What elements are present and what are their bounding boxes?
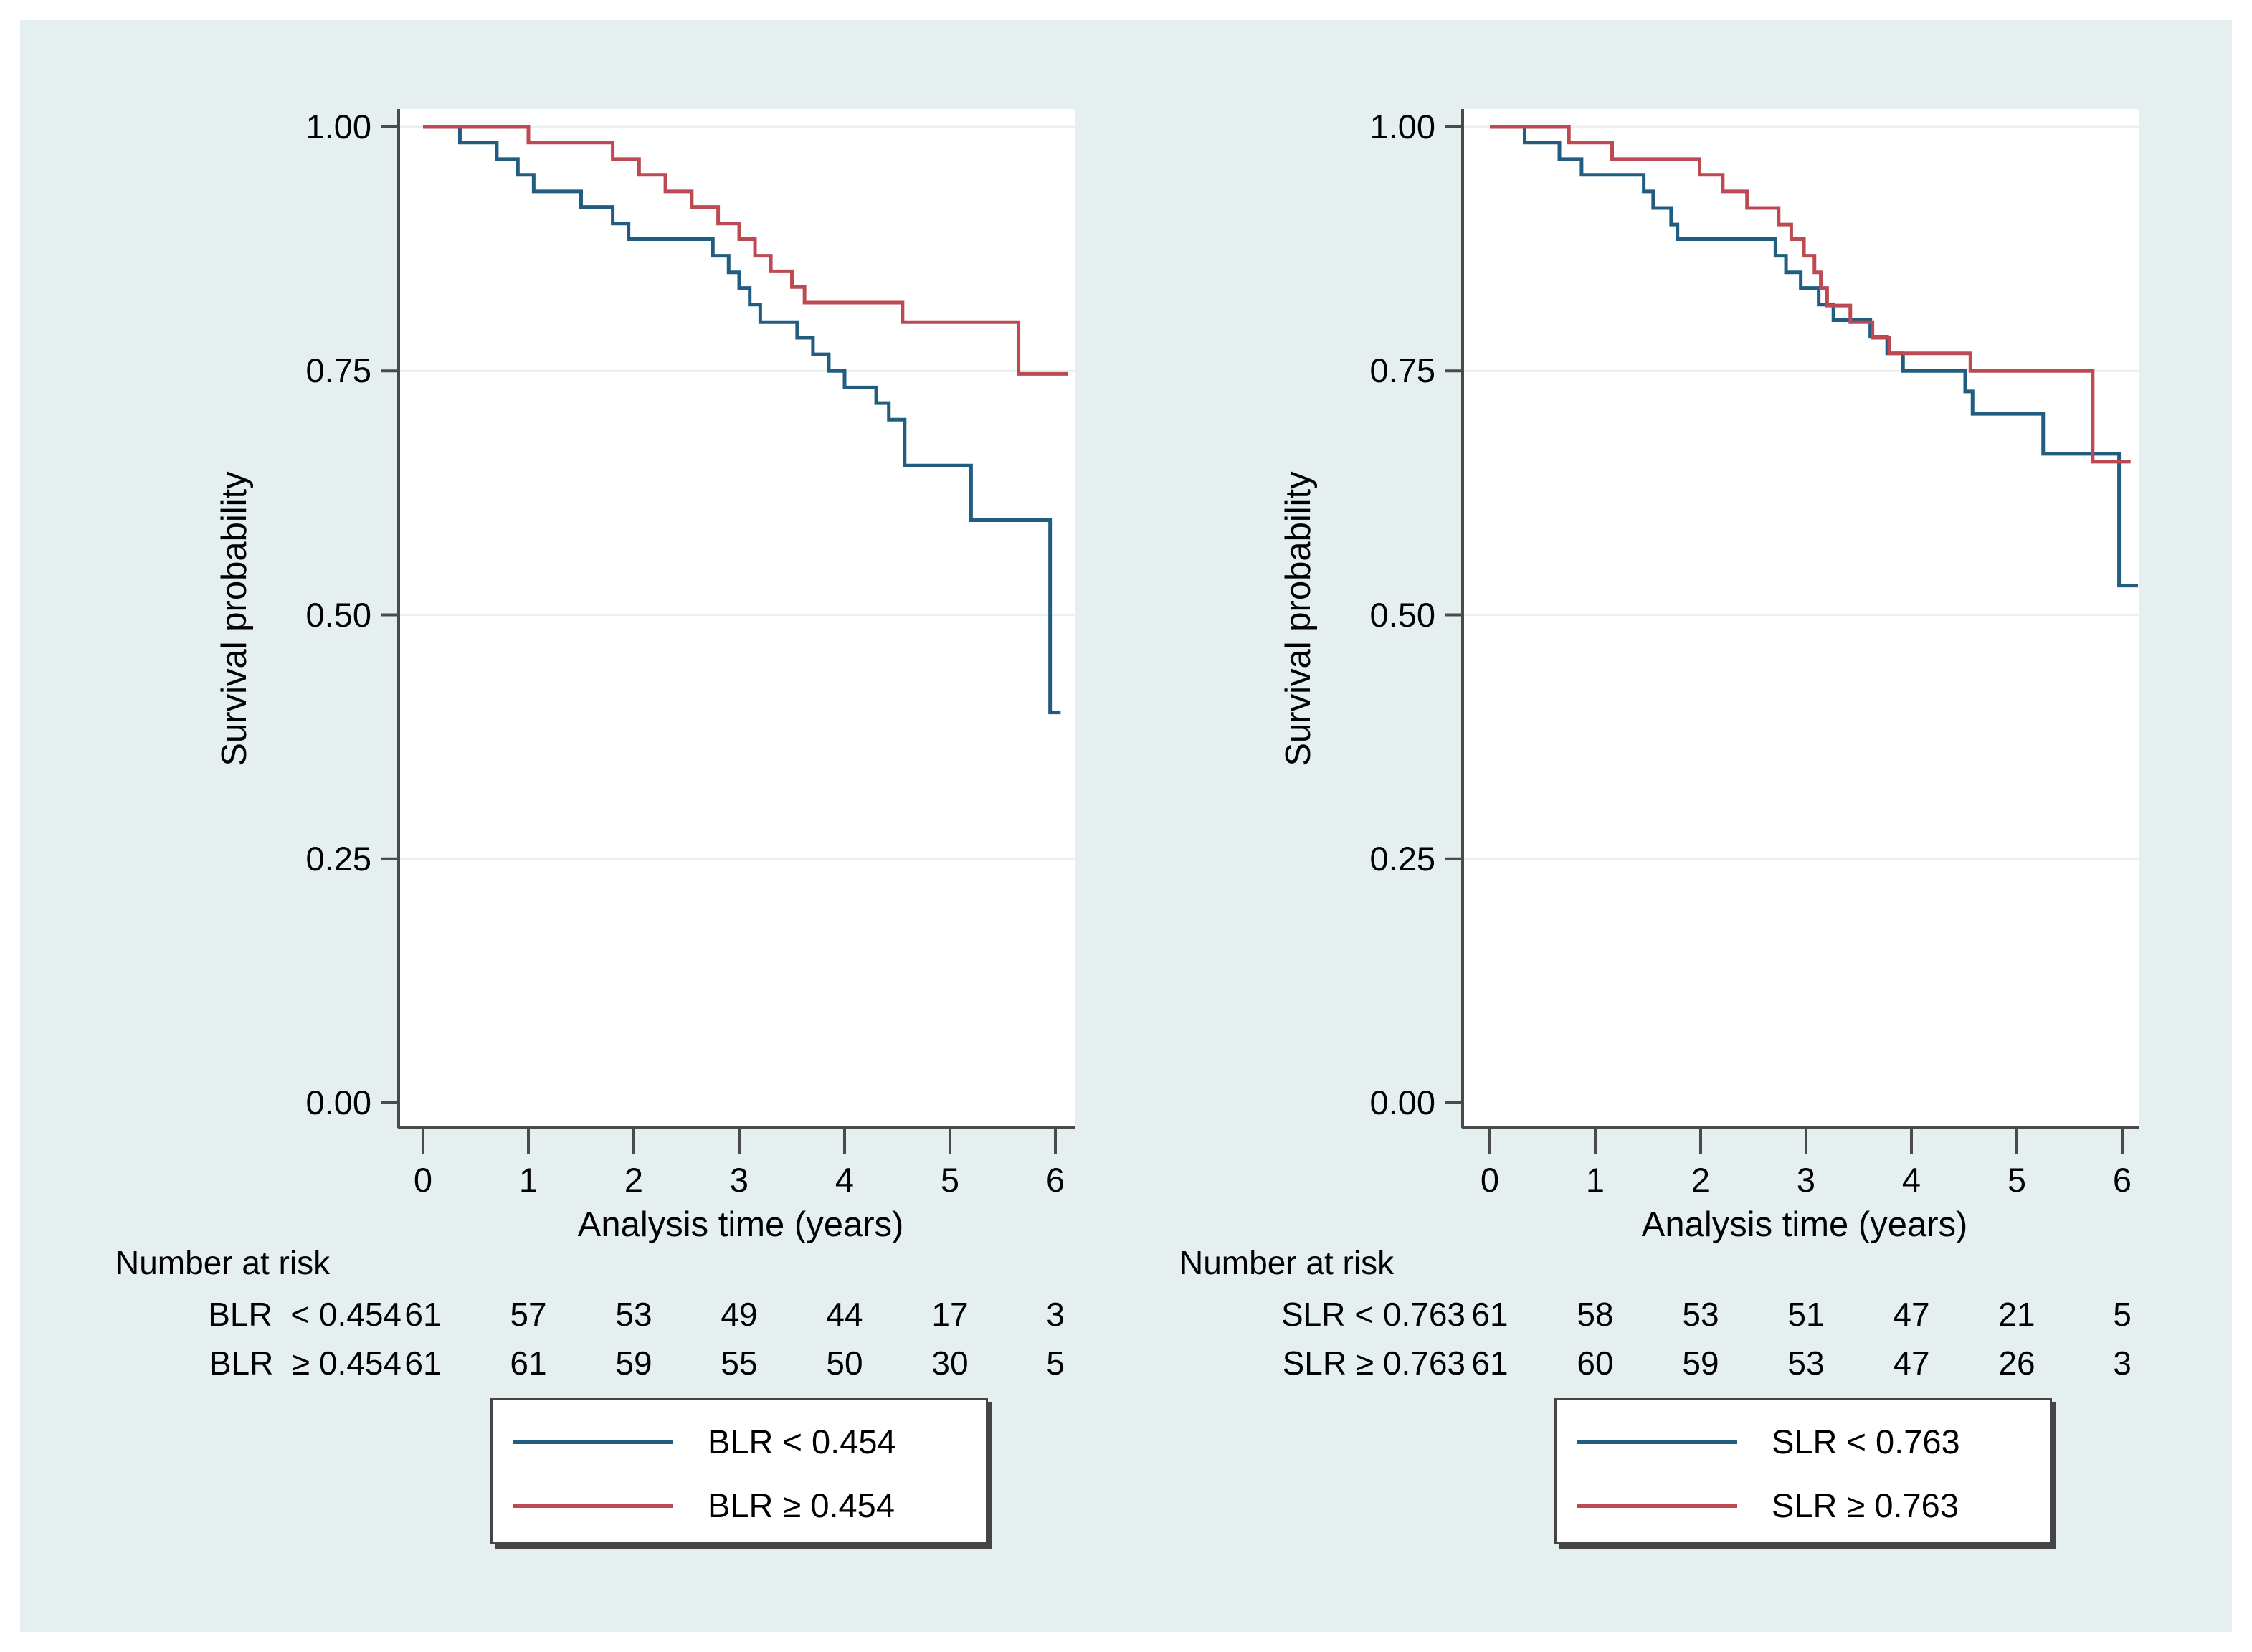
risk-count: 61 [404, 1344, 442, 1382]
legend-label: SLR ≥ 0.763 [1772, 1486, 1959, 1524]
survival-curve [423, 125, 1061, 715]
x-tick-label: 0 [413, 1161, 433, 1199]
x-tick-label: 0 [1480, 1161, 1500, 1199]
risk-count: 53 [1682, 1296, 1719, 1333]
risk-count: 60 [1577, 1344, 1614, 1382]
legend-label: BLR ≥ 0.454 [708, 1486, 895, 1524]
risk-count: 61 [404, 1296, 442, 1333]
y-tick-label: 0.25 [1369, 839, 1435, 878]
x-axis-title: Analysis time (years) [1641, 1205, 1968, 1244]
number-at-risk-header: Number at risk [1179, 1244, 1395, 1281]
risk-count: 47 [1893, 1344, 1930, 1382]
legend-line-red [513, 1504, 673, 1508]
risk-count: 61 [1471, 1344, 1509, 1382]
y-tick-label: 0.50 [1369, 595, 1435, 634]
survival-curve [423, 125, 1068, 376]
risk-count: 59 [615, 1344, 652, 1382]
risk-count: 17 [931, 1296, 969, 1333]
risk-row-label: BLR < 0.454 [208, 1296, 402, 1333]
risk-count: 3 [1046, 1296, 1065, 1333]
risk-count: 5 [2113, 1296, 2132, 1333]
risk-count: 57 [510, 1296, 547, 1333]
y-tick-label: 0.25 [305, 839, 371, 878]
km-plot-slr [1445, 109, 2139, 1154]
risk-count: 50 [826, 1344, 863, 1382]
legend-line-red [1577, 1504, 1737, 1508]
y-tick-label: 1.00 [305, 108, 371, 146]
legend-box-blr: BLR < 0.454 BLR ≥ 0.454 [490, 1398, 988, 1544]
x-tick-label: 3 [1796, 1161, 1816, 1199]
x-tick-label: 5 [940, 1161, 960, 1199]
x-tick-label: 4 [835, 1161, 855, 1199]
risk-count: 21 [1998, 1296, 2035, 1333]
y-tick-label: 0.75 [1369, 351, 1435, 390]
risk-count: 51 [1787, 1296, 1825, 1333]
risk-count: 3 [2113, 1344, 2132, 1382]
y-tick-label: 0.50 [305, 595, 371, 634]
risk-count: 55 [721, 1344, 758, 1382]
risk-count: 61 [1471, 1296, 1509, 1333]
x-tick-label: 2 [624, 1161, 644, 1199]
panel-blr: Survival probability Analysis time (year… [76, 0, 1166, 1652]
risk-count: 49 [721, 1296, 758, 1333]
x-tick-label: 1 [518, 1161, 538, 1199]
risk-count: 44 [826, 1296, 863, 1333]
risk-count: 5 [1046, 1344, 1065, 1382]
risk-row-label: SLR ≥ 0.763 [1282, 1344, 1465, 1382]
x-tick-label: 4 [1901, 1161, 1921, 1199]
x-tick-label: 6 [2112, 1161, 2132, 1199]
risk-count: 58 [1577, 1296, 1614, 1333]
plot-area [399, 109, 1075, 1128]
legend-label: BLR < 0.454 [708, 1423, 896, 1461]
risk-count: 59 [1682, 1344, 1719, 1382]
risk-row-label: BLR ≥ 0.454 [209, 1344, 402, 1382]
x-tick-label: 3 [729, 1161, 749, 1199]
x-tick-label: 5 [2007, 1161, 2027, 1199]
survival-curve [1490, 125, 2131, 464]
number-at-risk-header: Number at risk [115, 1244, 331, 1281]
risk-count: 47 [1893, 1296, 1930, 1333]
y-tick-label: 0.00 [305, 1083, 371, 1121]
risk-count: 53 [615, 1296, 652, 1333]
risk-count: 26 [1998, 1344, 2035, 1382]
x-tick-label: 6 [1045, 1161, 1065, 1199]
y-tick-label: 0.00 [1369, 1083, 1435, 1121]
y-tick-label: 1.00 [1369, 108, 1435, 146]
risk-count: 53 [1787, 1344, 1825, 1382]
legend-line-blue [1577, 1440, 1737, 1444]
legend-box-slr: SLR < 0.763 SLR ≥ 0.763 [1554, 1398, 2052, 1544]
risk-row-label: SLR < 0.763 [1281, 1296, 1465, 1333]
x-tick-label: 2 [1691, 1161, 1711, 1199]
y-tick-label: 0.75 [305, 351, 371, 390]
legend-label: SLR < 0.763 [1772, 1423, 1960, 1461]
km-plot-blr [381, 109, 1075, 1154]
risk-count: 61 [510, 1344, 547, 1382]
panel-slr: Survival probability Analysis time (year… [1140, 0, 2230, 1652]
x-axis-title: Analysis time (years) [577, 1205, 904, 1244]
legend-line-blue [513, 1440, 673, 1444]
risk-count: 30 [931, 1344, 969, 1382]
survival-curve [1490, 125, 2139, 588]
plot-area [1463, 109, 2139, 1128]
x-tick-label: 1 [1585, 1161, 1605, 1199]
